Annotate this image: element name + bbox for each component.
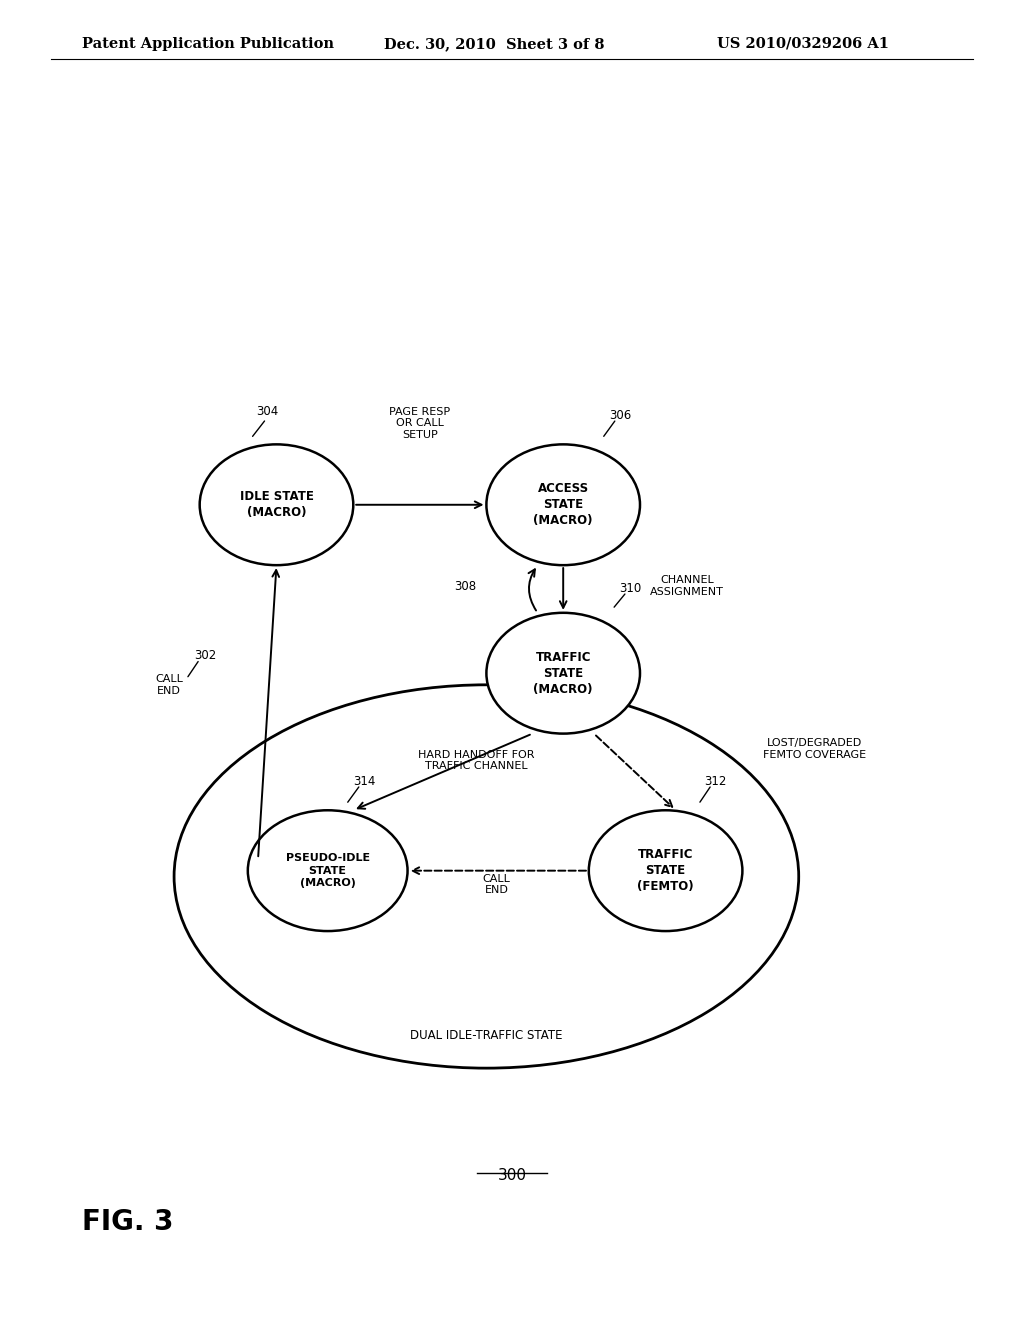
Text: CHANNEL
ASSIGNMENT: CHANNEL ASSIGNMENT — [650, 576, 724, 597]
Ellipse shape — [589, 810, 742, 931]
Text: 308: 308 — [454, 579, 476, 593]
Ellipse shape — [248, 810, 408, 931]
Text: 312: 312 — [705, 775, 727, 788]
Text: IDLE STATE
(MACRO): IDLE STATE (MACRO) — [240, 490, 313, 519]
Text: 314: 314 — [353, 775, 376, 788]
Text: US 2010/0329206 A1: US 2010/0329206 A1 — [717, 37, 889, 51]
Text: TRAFFIC
STATE
(FEMTO): TRAFFIC STATE (FEMTO) — [637, 849, 694, 894]
Text: Patent Application Publication: Patent Application Publication — [82, 37, 334, 51]
Text: LOST/DEGRADED
FEMTO COVERAGE: LOST/DEGRADED FEMTO COVERAGE — [763, 738, 866, 759]
Text: FIG. 3: FIG. 3 — [82, 1208, 173, 1236]
Text: TRAFFIC
STATE
(MACRO): TRAFFIC STATE (MACRO) — [534, 651, 593, 696]
Text: 300: 300 — [498, 1168, 526, 1183]
Text: HARD HANDOFF FOR
TRAFFIC CHANNEL: HARD HANDOFF FOR TRAFFIC CHANNEL — [418, 750, 535, 771]
Text: CALL
END: CALL END — [155, 675, 183, 696]
Ellipse shape — [200, 445, 353, 565]
Text: PSEUDO-IDLE
STATE
(MACRO): PSEUDO-IDLE STATE (MACRO) — [286, 853, 370, 888]
Text: Dec. 30, 2010  Sheet 3 of 8: Dec. 30, 2010 Sheet 3 of 8 — [384, 37, 604, 51]
Text: 310: 310 — [620, 582, 642, 595]
Text: PAGE RESP
OR CALL
SETUP: PAGE RESP OR CALL SETUP — [389, 407, 451, 440]
Text: 304: 304 — [256, 405, 279, 418]
Text: 302: 302 — [195, 649, 217, 663]
Text: ACCESS
STATE
(MACRO): ACCESS STATE (MACRO) — [534, 482, 593, 527]
Ellipse shape — [486, 612, 640, 734]
Ellipse shape — [486, 445, 640, 565]
Text: 306: 306 — [609, 409, 632, 422]
Text: CALL
END: CALL END — [482, 874, 511, 895]
Text: DUAL IDLE-TRAFFIC STATE: DUAL IDLE-TRAFFIC STATE — [411, 1030, 562, 1041]
